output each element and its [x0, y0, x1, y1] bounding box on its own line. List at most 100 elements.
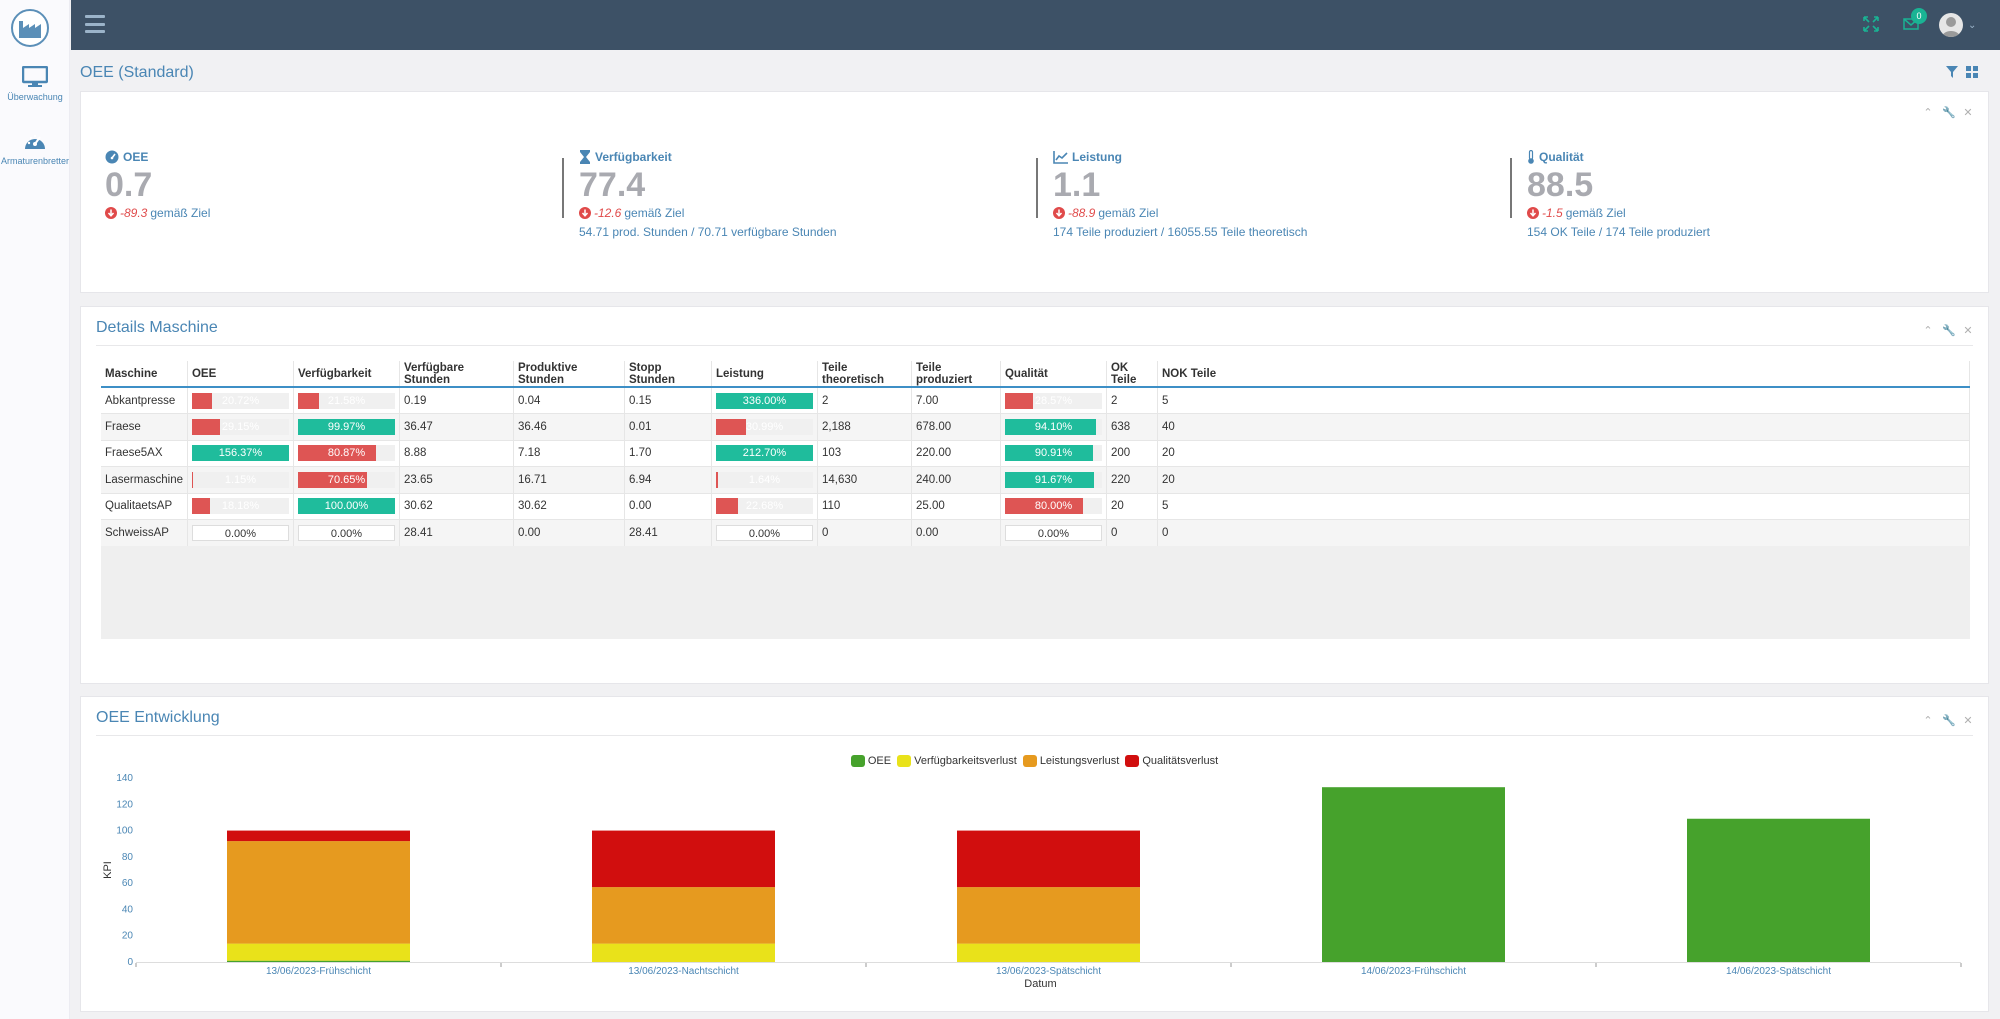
column-header[interactable]: Qualität [1000, 361, 1107, 388]
hourglass-icon [580, 150, 590, 164]
ok-cell: 0 [1106, 519, 1158, 547]
close-icon[interactable]: ✕ [1963, 325, 1973, 337]
collapse-icon[interactable]: ⌃ [1923, 325, 1933, 337]
column-header[interactable]: OEE [187, 361, 294, 388]
nok-cell: 5 [1157, 493, 1971, 520]
legend-swatch [1125, 755, 1140, 767]
y-tick-label: 20 [122, 931, 134, 942]
machine-cell: Lasermaschine [101, 466, 188, 494]
chevron-down-icon[interactable]: ⌄ [1968, 20, 1977, 31]
stop_hours-cell: 0.00 [624, 493, 712, 520]
column-header[interactable]: NOK Teile [1157, 361, 1971, 388]
machine-cell: Abkantpresse [101, 387, 188, 414]
progress-bar: 0.00% [1004, 524, 1102, 541]
progress-fill [715, 392, 813, 409]
sidebar-item-armaturenbretter[interactable]: Armaturenbretter [0, 130, 70, 166]
legend-item[interactable]: OEE [850, 755, 891, 767]
legend-item[interactable]: Qualitätsverlust [1125, 755, 1218, 767]
sidebar-item-ueberwachung[interactable]: Überwachung [0, 66, 70, 102]
kpi-separator [562, 158, 564, 218]
user-avatar[interactable] [1939, 13, 1963, 37]
panel-tools: ⌃ 🔧 ✕ [1922, 714, 1974, 727]
progress-fill [191, 445, 289, 462]
progress-bar: 22.68% [715, 498, 813, 515]
oee-cell: 1.15% [187, 466, 294, 494]
progress-fill [297, 445, 377, 462]
progress-label: 22.68% [745, 500, 784, 513]
legend-swatch [1022, 755, 1037, 767]
y-tick-label: 100 [116, 826, 133, 837]
close-icon[interactable]: ✕ [1963, 107, 1973, 119]
table-row[interactable]: Lasermaschine 1.15% 70.65% 23.65 16.71 6.94 1.… [101, 466, 1971, 494]
legend-label: Qualitätsverlust [1142, 755, 1219, 767]
progress-bar: 20.72% [191, 392, 289, 409]
oee-cell: 29.15% [187, 413, 294, 441]
close-icon[interactable]: ✕ [1963, 715, 1973, 727]
y-tick-label: 40 [122, 904, 134, 915]
column-header[interactable]: Verfügbarkeit [293, 361, 400, 388]
wrench-icon[interactable]: 🔧 [1942, 107, 1956, 119]
legend-item[interactable]: Leistungsverlust [1022, 755, 1119, 767]
stop_hours-cell: 28.41 [624, 519, 712, 547]
chart-panel: OEE Entwicklung ⌃ 🔧 ✕ OEE Verfügbarkeitsv… [80, 696, 1989, 1012]
oee-cell: 20.72% [187, 387, 294, 414]
arrow-circle-down-icon [1527, 207, 1539, 219]
divider [96, 345, 1973, 346]
table-row[interactable]: Fraese 29.15% 99.97% 36.47 36.46 0.01 30.99% 2,… [101, 413, 1971, 441]
table-row[interactable]: Abkantpresse 20.72% 21.58% 0.19 0.04 0.15 336.… [101, 387, 1971, 414]
column-header[interactable]: Verfügbare Stunden [399, 361, 514, 388]
bar-segment [957, 943, 1140, 962]
progress-bar: 1.15% [191, 471, 289, 488]
ok-cell: 2 [1106, 387, 1158, 414]
sidebar-item-label: Überwachung [7, 92, 63, 102]
column-header[interactable]: Stopp Stunden [624, 361, 712, 388]
progress-label: 30.99% [745, 420, 784, 433]
kpi-delta: -88.9 gemäß Ziel [1053, 206, 1473, 220]
column-header[interactable]: OK Teile [1106, 361, 1158, 388]
qual-cell: 94.10% [1000, 413, 1107, 441]
progress-label: 1.15% [224, 473, 257, 486]
y-tick-label: 120 [116, 799, 133, 810]
wrench-icon[interactable]: 🔧 [1942, 325, 1956, 337]
prod_hours-cell: 30.62 [513, 493, 625, 520]
progress-fill [1004, 445, 1094, 462]
column-header[interactable]: Maschine [101, 361, 188, 388]
table-row[interactable]: Fraese5AX 156.37% 80.87% 8.88 7.18 1.70 212.70… [101, 440, 1971, 467]
perf-cell: 0.00% [711, 519, 818, 547]
hamburger-menu-icon[interactable] [85, 15, 105, 33]
wrench-icon[interactable]: 🔧 [1942, 715, 1956, 727]
qual-cell: 91.67% [1000, 466, 1107, 494]
collapse-icon[interactable]: ⌃ [1923, 107, 1933, 119]
machine-cell: Fraese5AX [101, 440, 188, 467]
app-logo[interactable] [11, 9, 49, 47]
fullscreen-icon[interactable] [1863, 16, 1879, 32]
collapse-icon[interactable]: ⌃ [1923, 715, 1933, 727]
bar-segment [957, 830, 1140, 888]
details-panel: Details Maschine ⌃ 🔧 ✕ Maschine OEE Verfüg… [80, 306, 1989, 684]
x-tick-label: 13/06/2023-Nachtschicht [628, 966, 739, 977]
progress-label: 90.91% [1034, 447, 1073, 460]
prod_hours-cell: 16.71 [513, 466, 625, 494]
column-header[interactable]: Teile produziert [911, 361, 1001, 388]
table-row[interactable]: QualitaetsAP 18.18% 100.00% 30.62 30.62 0.00 2… [101, 493, 1971, 520]
filter-icon[interactable] [1946, 66, 1958, 78]
progress-label: 91.67% [1034, 473, 1073, 486]
column-header[interactable]: Leistung [711, 361, 818, 388]
table-row[interactable]: SchweissAP 0.00% 0.00% 28.41 0.00 28.41 0.00% 0… [101, 519, 1971, 547]
kpi-value: 77.4 [579, 166, 646, 204]
avail-cell: 0.00% [293, 519, 400, 547]
x-axis-label: Datum [1024, 978, 1056, 990]
theo-cell: 14,630 [817, 466, 912, 494]
progress-fill [191, 498, 210, 515]
legend-swatch [897, 755, 912, 767]
grid-view-icon[interactable] [1966, 66, 1978, 78]
progress-label: 70.65% [327, 473, 366, 486]
bar-segment [227, 841, 410, 944]
legend-label: Verfügbarkeitsverlust [914, 755, 1017, 767]
column-header[interactable]: Teile theoretisch [817, 361, 912, 388]
legend-item[interactable]: Verfügbarkeitsverlust [897, 755, 1017, 767]
avail-cell: 70.65% [293, 466, 400, 494]
nok-cell: 40 [1157, 413, 1971, 441]
panel-tools: ⌃ 🔧 ✕ [1922, 324, 1974, 337]
column-header[interactable]: Produktive Stunden [513, 361, 625, 388]
